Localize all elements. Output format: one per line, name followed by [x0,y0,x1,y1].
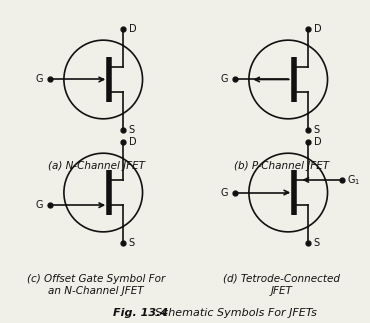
Text: G: G [35,75,43,85]
Text: S: S [313,125,320,135]
Text: S: S [128,238,135,248]
Text: G: G [35,200,43,210]
Text: D: D [313,24,321,34]
Text: D: D [128,24,136,34]
Text: D: D [313,137,321,147]
Text: D: D [128,137,136,147]
Text: (d) Tetrode-Connected
JFET: (d) Tetrode-Connected JFET [223,274,340,296]
Text: (c) Offset Gate Symbol For
an N-Channel JFET: (c) Offset Gate Symbol For an N-Channel … [27,274,165,296]
Text: G: G [220,75,228,85]
Text: S: S [313,238,320,248]
Text: (b) P-Channel JFET: (b) P-Channel JFET [233,161,329,171]
Text: G$_1$: G$_1$ [347,173,360,187]
Text: (a) N-Channel JFET: (a) N-Channel JFET [48,161,145,171]
Text: G: G [220,188,228,198]
Text: Schematic Symbols For JFETs: Schematic Symbols For JFETs [141,308,317,318]
Text: Fig. 13.4: Fig. 13.4 [113,308,168,318]
Text: S: S [128,125,135,135]
